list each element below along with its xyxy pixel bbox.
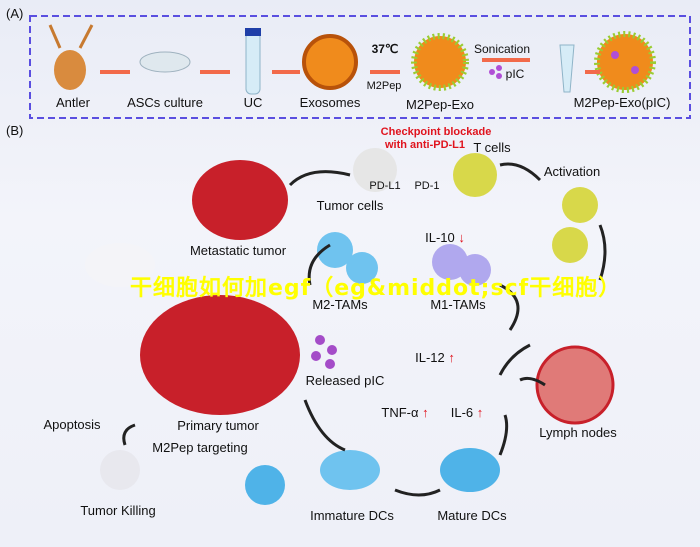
released-pic-label: Released pIC bbox=[305, 373, 385, 388]
immature-dcs-label: Immature DCs bbox=[310, 508, 394, 523]
watermark-text: 干细胞如何加egf（eg&middot;scf干细胞） bbox=[130, 276, 622, 301]
il12-text: IL-12 bbox=[415, 350, 445, 365]
step-exosomes: Exosomes bbox=[299, 95, 361, 110]
pic-dots-icon bbox=[489, 51, 639, 79]
tube-small-icon bbox=[559, 44, 575, 93]
tube-icon bbox=[245, 31, 261, 95]
temperature-label: 37℃ bbox=[371, 42, 399, 56]
m2pep-label: M2Pep bbox=[366, 80, 402, 92]
mature-dcs-label: Mature DCs bbox=[437, 508, 507, 523]
immature-dc-graphic bbox=[320, 450, 380, 490]
m2pep-exo-pic-icon bbox=[594, 31, 656, 93]
tube-cap-icon bbox=[245, 28, 261, 36]
t-cell-graphic bbox=[453, 153, 497, 197]
lymph-nodes-label: Lymph nodes bbox=[539, 425, 617, 440]
mouse-graphic bbox=[85, 243, 155, 287]
up-arrow-icon: ↑ bbox=[422, 405, 429, 420]
targeting-exo-graphic bbox=[245, 465, 285, 505]
tumor-cells-label: Tumor cells bbox=[316, 198, 384, 213]
tnf-label: TNF-α ↑ bbox=[381, 405, 428, 420]
exosome-icon bbox=[302, 34, 358, 90]
il6-text: IL-6 bbox=[450, 405, 474, 420]
mature-dc-graphic bbox=[440, 448, 500, 492]
step-antler: Antler bbox=[56, 95, 90, 110]
lymph-node-graphic bbox=[535, 345, 615, 425]
deer-icon bbox=[48, 24, 94, 90]
m2-tam-graphic bbox=[317, 232, 378, 284]
released-pic-graphic bbox=[311, 335, 337, 369]
up-arrow-icon: ↑ bbox=[476, 405, 484, 420]
m1-tams-label: M1-TAMs bbox=[430, 297, 486, 312]
sonication-label: Sonication bbox=[473, 42, 531, 56]
il12-label: IL-12 ↑ bbox=[415, 350, 455, 365]
down-arrow-icon: ↓ bbox=[458, 230, 465, 245]
panel-b-label: (B) bbox=[6, 123, 24, 138]
metastatic-tumor-graphic bbox=[192, 160, 288, 240]
step-ascs-culture: ASCs culture bbox=[127, 95, 203, 110]
primary-tumor-label: Primary tumor bbox=[177, 418, 259, 433]
up-arrow-icon: ↑ bbox=[448, 350, 455, 365]
process-arrows bbox=[100, 58, 600, 74]
panel-a-label: (A) bbox=[6, 6, 24, 21]
step-m2pep-exo: M2Pep-Exo bbox=[406, 97, 474, 112]
petri-dish-icon bbox=[139, 51, 191, 73]
pd-1-label: PD-1 bbox=[414, 180, 440, 192]
pd-l1-label: PD-L1 bbox=[369, 180, 401, 192]
tumor-killing-graphic bbox=[100, 450, 140, 490]
il6-label: IL-6 ↑ bbox=[451, 405, 484, 420]
m2pep-exo-icon bbox=[411, 33, 469, 91]
m1-tam-graphic bbox=[432, 244, 491, 286]
t-cells-label: T cells bbox=[473, 140, 511, 155]
tumor-cell-graphic bbox=[353, 148, 397, 192]
tnf-text: TNF-α bbox=[381, 405, 419, 420]
il10-text: IL-10 bbox=[425, 230, 455, 245]
m2-tams-label: M2-TAMs bbox=[312, 297, 368, 312]
tumor-killing-label: Tumor Killing bbox=[80, 503, 156, 518]
pathway-arrows bbox=[122, 162, 607, 497]
apoptosis-label: Apoptosis bbox=[43, 417, 101, 432]
activated-t-cells-graphic bbox=[552, 187, 598, 263]
panel-a-frame bbox=[29, 15, 691, 119]
primary-tumor-graphic bbox=[140, 295, 300, 415]
step-uc: UC bbox=[243, 95, 263, 110]
checkpoint-label-1: Checkpoint blockade bbox=[380, 126, 492, 138]
pic-label: pIC bbox=[505, 67, 525, 81]
step-m2pep-exo-pic: M2Pep-Exo(pIC) bbox=[573, 95, 671, 110]
metastatic-tumor-label: Metastatic tumor bbox=[189, 243, 287, 258]
checkpoint-label-2: with anti-PD-L1 bbox=[384, 139, 466, 151]
activation-label: Activation bbox=[543, 164, 601, 179]
il10-label: IL-10 ↓ bbox=[425, 230, 465, 245]
m2pep-targeting-label: M2Pep targeting bbox=[152, 440, 248, 455]
